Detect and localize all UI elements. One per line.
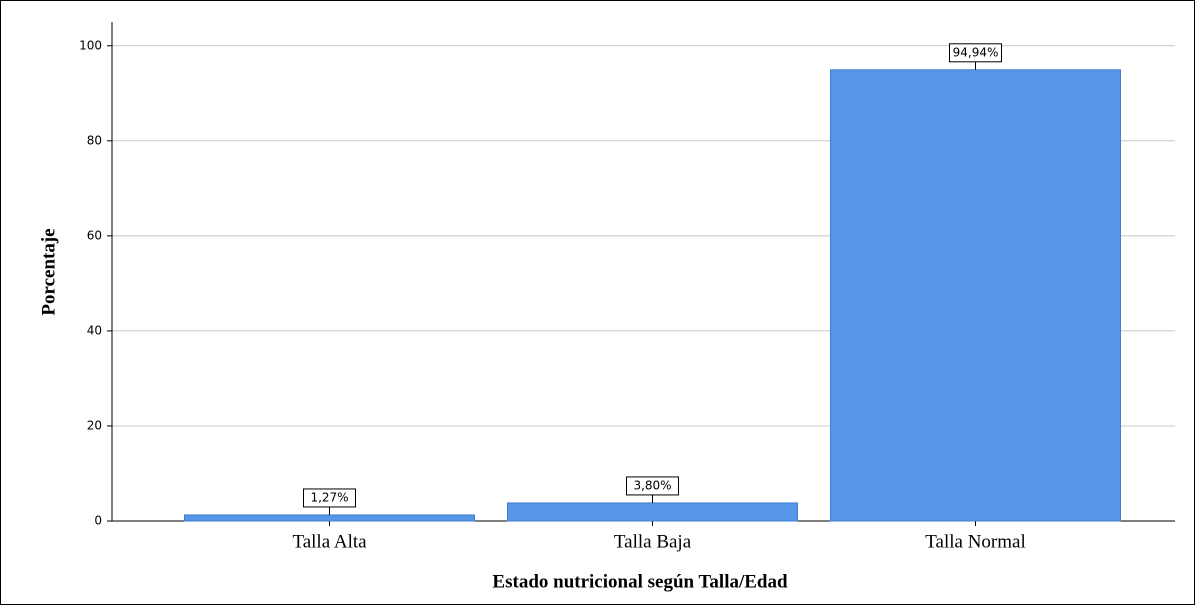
y-tick-label: 20 xyxy=(87,418,102,432)
label-box xyxy=(949,43,1002,63)
bar xyxy=(184,514,475,522)
x-axis-title: Estado nutricional según Talla/Edad xyxy=(492,571,788,592)
y-tick-label: 100 xyxy=(79,38,102,52)
label-box xyxy=(626,476,679,496)
y-tick-label: 40 xyxy=(87,323,102,337)
bar xyxy=(830,69,1121,522)
value-label: 3,80% xyxy=(633,478,671,492)
y-tick-label: 60 xyxy=(87,228,102,242)
value-label: 94,94% xyxy=(953,45,999,59)
y-axis-title: Porcentaje xyxy=(38,228,59,315)
x-tick-label: Talla Baja xyxy=(614,531,692,552)
bar xyxy=(507,502,798,522)
x-tick-label: Talla Alta xyxy=(292,531,367,552)
x-tick-label: Talla Normal xyxy=(925,531,1026,552)
y-tick-label: 80 xyxy=(87,133,102,147)
label-box xyxy=(303,488,356,508)
y-tick-label: 0 xyxy=(94,514,102,528)
value-label: 1,27% xyxy=(310,490,348,504)
